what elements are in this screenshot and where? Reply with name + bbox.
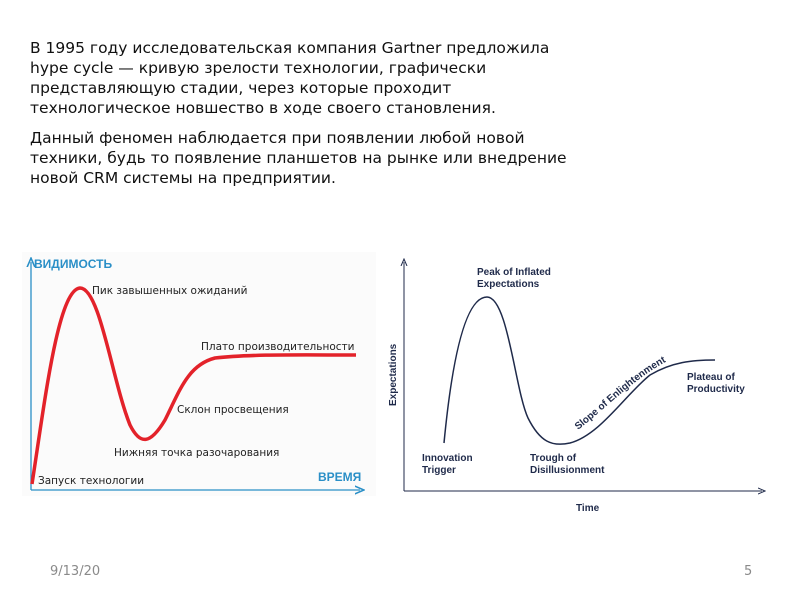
- label-trigger: Запуск технологии: [38, 475, 144, 487]
- hype-cycle-en: Expectations Time Peak of Inflated Expec…: [388, 262, 762, 514]
- label-trough-2: Disillusionment: [530, 465, 605, 476]
- y-axis-label: Expectations: [388, 343, 399, 406]
- intro-paragraph: В 1995 году исследовательская компания G…: [30, 39, 550, 117]
- label-trough-1: Trough of: [530, 453, 577, 464]
- slide-date: 9/13/20: [50, 564, 101, 579]
- y-axis-label: ВИДИМОСТЬ: [34, 257, 112, 271]
- hype-cycle-ru: ВИДИМОСТЬ ВРЕМЯ Пик завышенных ожиданий …: [22, 252, 376, 496]
- label-peak: Пик завышенных ожиданий: [92, 285, 247, 297]
- label-plateau-2: Productivity: [687, 384, 745, 395]
- label-plateau-1: Plateau of: [687, 372, 735, 383]
- label-plateau: Плато производительности: [201, 341, 354, 353]
- label-peak-1: Peak of Inflated: [477, 267, 551, 278]
- label-peak-2: Expectations: [477, 279, 540, 290]
- label-slope: Склон просвещения: [177, 404, 289, 416]
- x-axis-label: ВРЕМЯ: [318, 470, 361, 484]
- diagram-background: [22, 252, 376, 496]
- hype-curve: [30, 286, 357, 485]
- slide-number: 5: [744, 564, 753, 579]
- label-slope: Slope of Enlightenment: [573, 354, 668, 432]
- label-trigger-2: Trigger: [422, 465, 456, 476]
- x-axis-label: Time: [576, 503, 600, 514]
- hype-curve: [443, 296, 716, 445]
- label-trough: Нижняя точка разочарования: [114, 447, 279, 459]
- example-paragraph: Данный феномен наблюдается при появлении…: [30, 129, 567, 187]
- label-trigger-1: Innovation: [422, 453, 473, 464]
